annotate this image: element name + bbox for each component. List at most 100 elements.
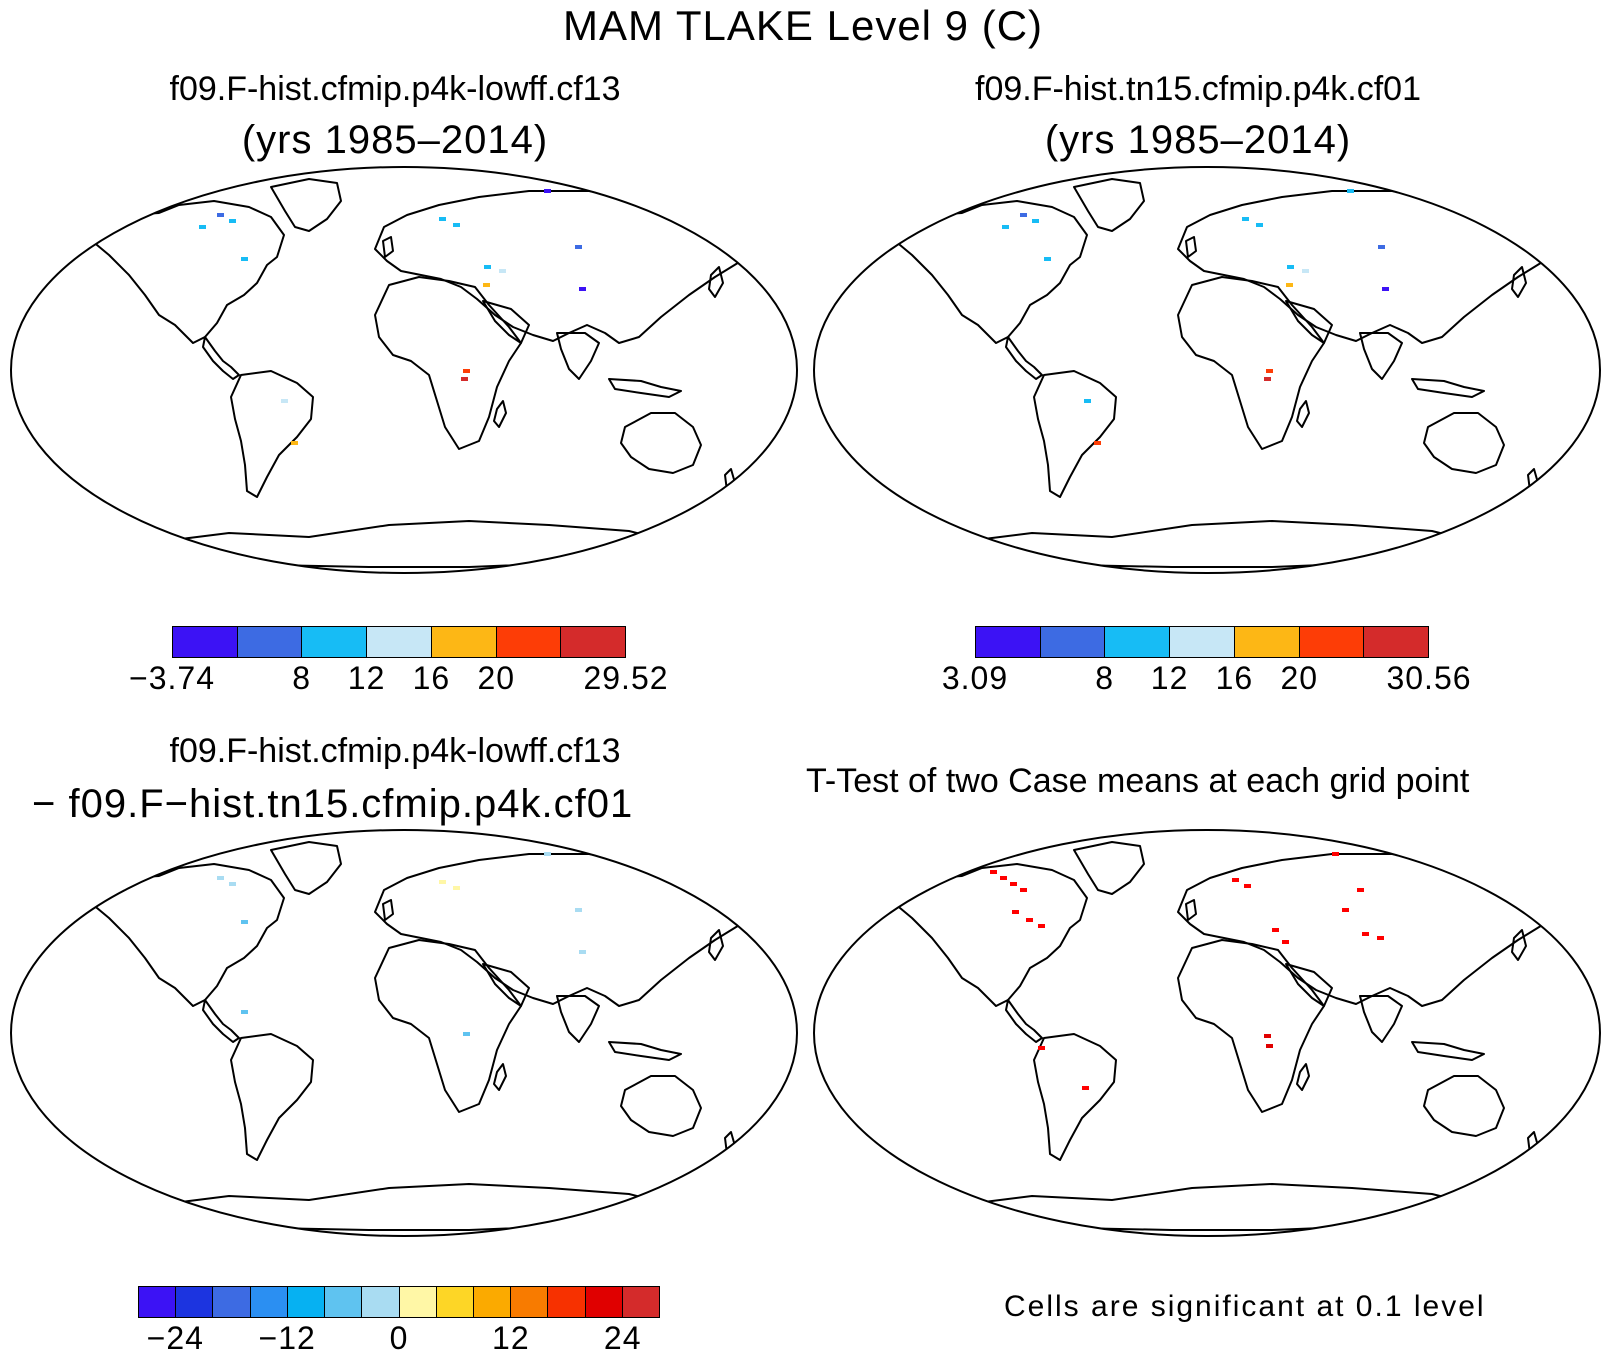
lake-cell	[1378, 245, 1385, 249]
colorbar-tick-label: 20	[1280, 660, 1319, 696]
colorbar-swatch	[325, 1287, 363, 1317]
map-canvas	[813, 829, 1601, 1237]
colorbar-swatch	[302, 627, 368, 657]
lake-cell	[439, 217, 446, 221]
coastline-central-america	[202, 999, 240, 1043]
lake-cell	[1010, 882, 1017, 886]
colorbar-swatch	[976, 627, 1041, 657]
coastline-india	[1359, 995, 1403, 1043]
lake-cell	[544, 189, 551, 193]
lake-cell	[1044, 257, 1051, 261]
lake-cell	[241, 1010, 248, 1014]
coastline-uk	[382, 899, 394, 921]
colorbar-swatch	[237, 627, 303, 657]
lake-cell	[579, 287, 586, 291]
lake-cell	[1094, 441, 1101, 445]
lake-cell	[1272, 928, 1279, 932]
coastline-central-america	[1005, 999, 1043, 1043]
colorbar-swatch	[213, 1287, 251, 1317]
colorbar-tick-label: 8	[292, 660, 312, 696]
lake-cell	[461, 377, 468, 381]
colorbar-swatch	[511, 1287, 549, 1317]
coastline-australia	[620, 1075, 702, 1137]
colorbar-swatch	[548, 1287, 586, 1317]
world-map-diff	[9, 828, 799, 1238]
colorbar-swatch	[496, 627, 562, 657]
lake-cell	[1244, 884, 1251, 888]
lake-cell	[453, 886, 460, 890]
lake-cell	[1038, 1046, 1045, 1050]
colorbar-tick-label: 0	[389, 1320, 409, 1356]
lake-cell	[1377, 936, 1384, 940]
colorbar-tick-label: 16	[1215, 660, 1254, 696]
coastline-arabia	[482, 963, 530, 1007]
coastline-africa	[1177, 276, 1325, 450]
coastline-arabia	[1285, 300, 1333, 344]
lake-cell	[1002, 225, 1009, 229]
lake-cell	[1282, 940, 1289, 944]
lake-cell	[1266, 369, 1273, 373]
colorbar-swatch	[431, 627, 497, 657]
lake-cell	[229, 219, 236, 223]
lake-cell	[1332, 852, 1339, 856]
colorbar-swatch	[1299, 627, 1365, 657]
colorbar-swatch	[367, 627, 432, 657]
coastline-madagascar	[1296, 1063, 1310, 1091]
coastline-australia	[620, 412, 702, 474]
world-map-case2	[812, 165, 1602, 575]
colorbar-tick-label: −24	[146, 1320, 204, 1356]
panel-subtitle-diff: − f09.F−hist.tn15.cfmip.p4k.cf01	[32, 782, 634, 826]
lake-cell	[1232, 878, 1239, 882]
colorbar-tick-label: 29.52	[583, 660, 669, 696]
coastline-arabia	[1285, 963, 1333, 1007]
map-canvas	[10, 829, 798, 1237]
coastline-arabia	[482, 300, 530, 344]
coastline-greenland	[1073, 178, 1145, 232]
lake-cell	[1256, 223, 1263, 227]
coastline-uk	[1185, 899, 1197, 921]
lake-cell	[241, 920, 248, 924]
colorbar-boxes	[975, 626, 1429, 658]
lake-cell	[463, 1032, 470, 1036]
coastline-madagascar	[493, 1063, 507, 1091]
coastline-south-america	[230, 370, 314, 498]
lake-cell	[281, 399, 288, 403]
colorbar-tick-label: 30.56	[1386, 660, 1472, 696]
colorbar-swatch	[399, 1287, 437, 1317]
lake-cell	[990, 870, 997, 874]
colorbar-swatch	[585, 1287, 623, 1317]
colorbar-case1: −3.74 8 12 16 20 29.52	[129, 626, 668, 698]
coastline-central-america	[202, 336, 240, 380]
map-border	[813, 166, 1601, 574]
map-canvas	[10, 166, 798, 574]
colorbar-diff: −24 −12 0 12 24	[138, 1286, 660, 1358]
colorbar-ticks: −3.74 8 12 16 20 29.52	[129, 658, 668, 698]
coastline-indonesia	[1411, 1041, 1485, 1061]
map-frame	[814, 167, 1600, 573]
coastline-uk	[1185, 236, 1197, 258]
colorbar-swatch	[1040, 627, 1106, 657]
map-canvas	[813, 166, 1601, 574]
map-border	[10, 166, 798, 574]
lake-cell	[1242, 217, 1249, 221]
lake-cell	[1302, 269, 1309, 273]
world-map-case1	[9, 165, 799, 575]
lake-cell	[1264, 377, 1271, 381]
lake-cell	[1266, 1044, 1273, 1048]
colorbar-swatch	[436, 1287, 474, 1317]
colorbar-swatch	[139, 1287, 177, 1317]
panel-title-case2: f09.F-hist.tn15.cfmip.p4k.cf01	[975, 70, 1421, 108]
map-frame	[814, 830, 1600, 1236]
lake-cell	[1357, 888, 1364, 892]
lake-cell	[1038, 924, 1045, 928]
coastline-india	[556, 995, 600, 1043]
colorbar-swatch	[362, 1287, 400, 1317]
lake-cell	[291, 441, 298, 445]
coastline-japan	[708, 266, 724, 298]
lake-cell	[579, 950, 586, 954]
lake-cell	[229, 882, 236, 886]
colorbar-ticks: −24 −12 0 12 24	[138, 1318, 660, 1358]
lake-cell	[1026, 918, 1033, 922]
coastline-greenland	[1073, 841, 1145, 895]
lake-cell	[463, 369, 470, 373]
